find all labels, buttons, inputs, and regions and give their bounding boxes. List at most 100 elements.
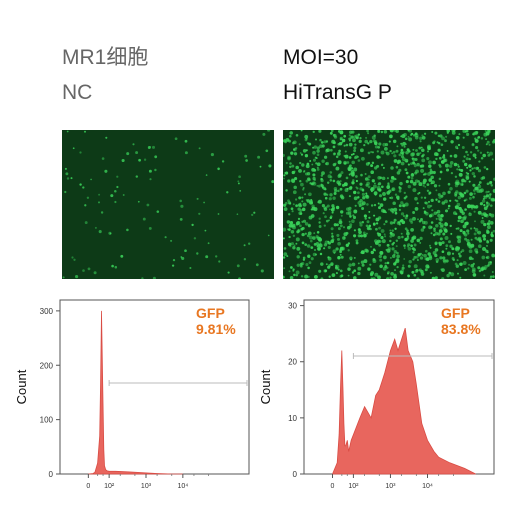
fluorescent-cell [82,186,85,189]
fluorescent-cell [378,182,382,186]
fluorescent-cell [464,268,467,271]
fluorescent-cell [267,234,270,237]
fluorescent-cell [468,249,473,254]
fluorescent-cell [435,257,440,262]
fluorescent-cell [299,224,302,228]
fluorescent-cell [433,184,438,188]
fluorescent-cell [480,267,484,272]
fluorescent-cell [329,148,333,152]
fluorescent-cell [429,170,434,175]
fluorescent-cell [345,143,349,147]
fluorescent-cell [380,185,384,189]
fluorescent-cell [493,254,495,258]
fluorescent-cell [492,275,495,278]
fluorescent-cell [395,245,398,248]
fluorescent-cell [374,249,377,252]
fluorescent-cell [330,130,334,133]
fluorescent-cell [481,199,486,203]
fluorescent-cell [467,267,470,270]
fluorescent-cell [407,184,411,189]
fluorescent-cell [364,217,367,220]
fluorescent-cell [396,265,399,269]
fluorescent-cell [348,156,352,159]
fluorescent-cell [333,223,337,227]
fluorescent-cell [375,222,379,225]
fluorescent-cell [399,181,403,186]
fluorescent-cell [386,243,390,247]
fluorescent-cell [392,150,396,154]
fluorescent-cell [438,195,442,199]
fluorescent-cell [460,168,464,173]
fluorescent-cell [478,244,482,248]
fluorescent-cell [474,248,478,253]
nc-micrograph [62,130,274,279]
fluorescent-cell [361,263,365,267]
fluorescent-cell [338,173,342,177]
fluorescent-cell [410,162,413,165]
fluorescent-cell [324,196,328,200]
fluorescent-cell [311,163,314,166]
fluorescent-cell [156,210,160,213]
fluorescent-cell [353,276,357,279]
fluorescent-cell [400,269,404,273]
y-tick-label: 30 [288,302,297,311]
fluorescent-cell [304,232,307,235]
fluorescent-cell [289,162,292,165]
fluorescent-cell [419,152,422,155]
fluorescent-cell [413,264,418,269]
fluorescent-cell [438,241,443,246]
fluorescent-cell [472,183,476,187]
fluorescent-cell [307,266,310,270]
nc-title-line1: MR1细胞 [62,46,149,69]
fluorescent-cell [473,166,476,170]
fluorescent-cell [379,258,383,262]
fluorescent-cell [332,249,337,254]
fluorescent-cell [444,209,449,213]
fluorescent-cell [151,145,156,149]
fluorescent-cell [462,159,466,163]
y-tick-label: 10 [288,414,297,423]
fluorescent-cell [410,239,414,243]
fluorescent-cell [343,160,348,165]
nc-histogram-panel: 0 100 200 300 0 10² 10³ 10⁴ Count GFP 9.81% [0,296,260,528]
fluorescent-cell [435,157,438,161]
fluorescent-cell [348,139,351,142]
fluorescent-cell [434,241,438,245]
fluorescent-cell [483,166,487,169]
fluorescent-cell [489,151,493,156]
fluorescent-cell [394,193,398,196]
fluorescent-cell [295,242,298,245]
fluorescent-cell [344,154,349,159]
fluorescent-cell [110,194,114,198]
fluorescent-cell [450,272,455,277]
fluorescent-cell [359,221,362,225]
fluorescent-cell [72,147,75,150]
fluorescent-cell [65,172,69,176]
fluorescent-cell [470,227,473,230]
fluorescent-cell [373,203,377,207]
fluorescent-cell [295,133,299,137]
fluorescent-cell [490,234,494,238]
fluorescent-cell [432,141,436,145]
fluorescent-cell [473,227,476,229]
fluorescent-cell [292,269,295,272]
fluorescent-cell [389,229,392,232]
fluorescent-cell [357,191,360,195]
fluorescent-cell [355,175,358,178]
fluorescent-cell [420,272,425,276]
fluorescent-cell [84,204,87,207]
fluorescent-cell [337,237,340,241]
fluorescent-cell [430,232,433,235]
fluorescent-cell [406,229,409,232]
fluorescent-cell [295,204,299,208]
fluorescent-cell [295,165,299,170]
fluorescent-cell [307,178,311,182]
fluorescent-cell [395,149,399,153]
fluorescent-cell [344,150,347,153]
fluorescent-cell [384,265,388,268]
fluorescent-cell [455,264,459,268]
fluorescent-cell [363,214,367,218]
fluorescent-cell [446,131,449,134]
fluorescent-cell [304,222,309,226]
fluorescent-cell [382,209,386,213]
